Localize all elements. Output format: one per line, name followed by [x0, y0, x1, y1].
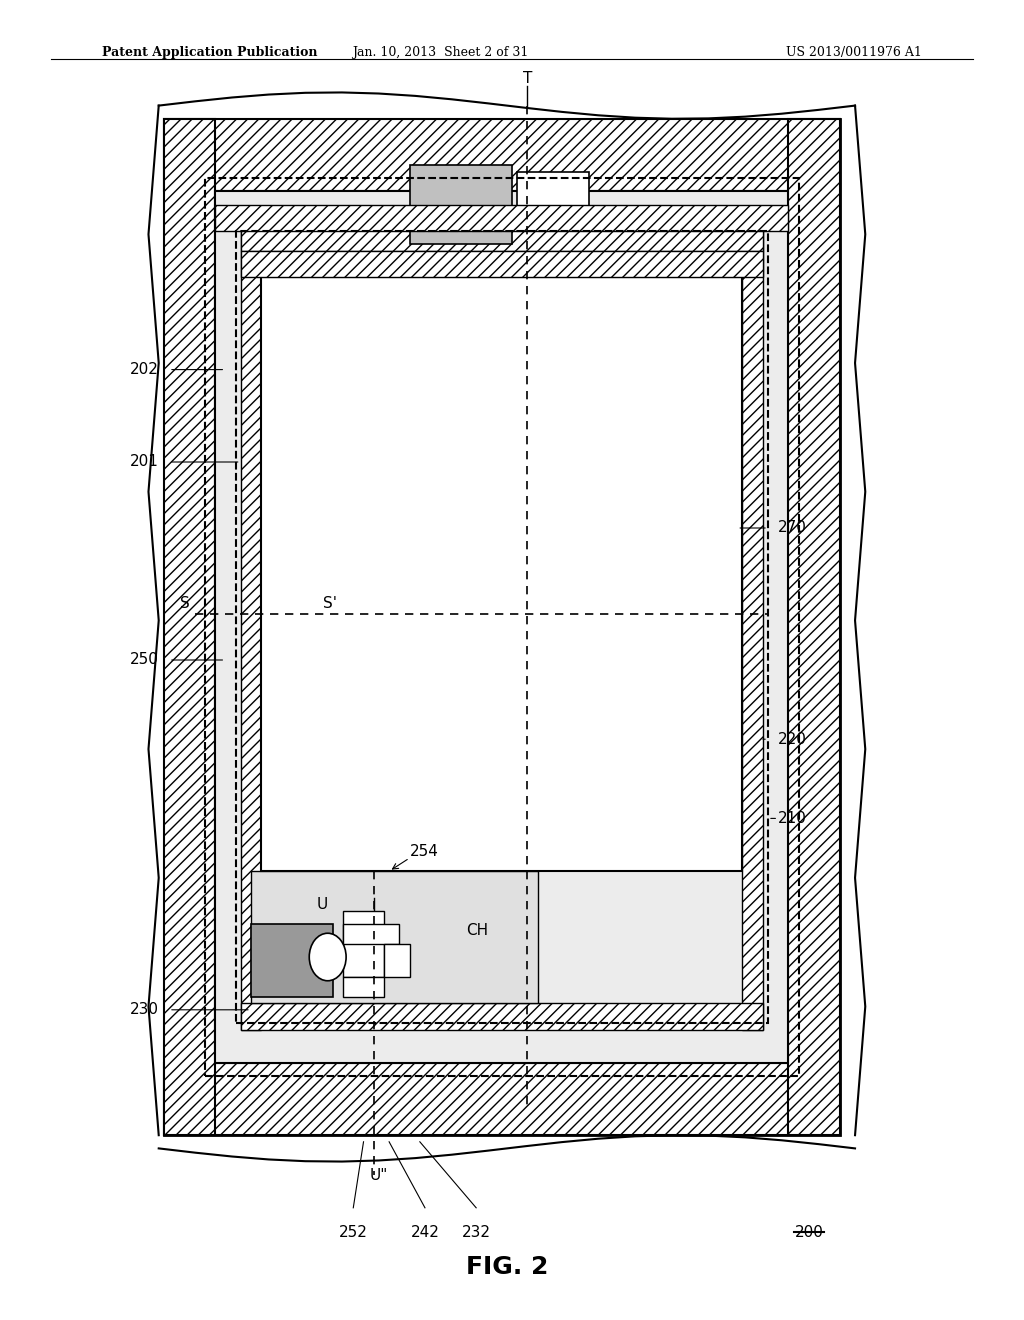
Text: US 2013/0011976 A1: US 2013/0011976 A1	[785, 46, 922, 59]
Text: CH: CH	[466, 923, 488, 939]
Text: 232: 232	[462, 1225, 490, 1239]
Bar	[164, 119, 840, 1135]
Bar	[215, 191, 788, 1063]
Bar	[788, 119, 840, 1135]
Bar	[164, 1063, 840, 1135]
Bar	[236, 231, 768, 1023]
Text: U": U"	[370, 1168, 388, 1183]
Bar	[164, 119, 840, 191]
Text: FIG. 2: FIG. 2	[466, 1255, 548, 1279]
Bar	[517, 172, 589, 224]
Text: 201: 201	[130, 454, 159, 470]
Text: 202: 202	[130, 362, 159, 378]
Text: 220: 220	[778, 731, 807, 747]
Circle shape	[309, 933, 346, 981]
Text: U: U	[316, 896, 328, 912]
Bar	[343, 911, 384, 977]
Bar	[384, 944, 410, 977]
Text: Jan. 10, 2013  Sheet 2 of 31: Jan. 10, 2013 Sheet 2 of 31	[352, 46, 528, 59]
Text: S': S'	[323, 595, 337, 611]
Text: 210: 210	[778, 810, 807, 826]
Bar	[742, 224, 763, 1030]
Text: T': T'	[538, 264, 551, 279]
Text: S: S	[179, 595, 189, 611]
Text: Patent Application Publication: Patent Application Publication	[102, 46, 317, 59]
Bar	[241, 224, 763, 251]
Text: 252: 252	[339, 1225, 368, 1239]
Text: T: T	[522, 71, 532, 86]
Bar	[343, 977, 384, 997]
Text: 242: 242	[411, 1225, 439, 1239]
Bar	[251, 924, 333, 997]
Bar	[343, 924, 399, 944]
Text: 270: 270	[778, 520, 807, 536]
Bar	[205, 178, 799, 1076]
Bar	[164, 119, 215, 1135]
Text: 254: 254	[410, 843, 438, 859]
Bar	[241, 1003, 763, 1030]
Bar	[251, 871, 539, 1003]
Text: 200: 200	[795, 1225, 823, 1239]
Text: 250: 250	[130, 652, 159, 668]
Bar	[215, 205, 788, 231]
Bar	[241, 224, 261, 1030]
Bar	[241, 251, 763, 277]
Bar	[261, 277, 742, 871]
Text: 230: 230	[130, 1002, 159, 1018]
Bar	[410, 165, 512, 244]
